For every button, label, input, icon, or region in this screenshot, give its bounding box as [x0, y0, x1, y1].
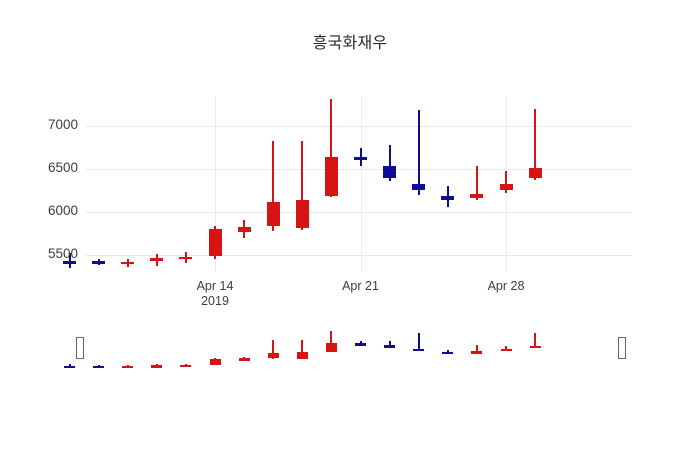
candle-body: [266, 202, 280, 227]
candle-wick: [272, 140, 275, 231]
candle-body: [208, 229, 222, 256]
page-title: 흥국화재우: [312, 35, 388, 52]
range-candle-body: [267, 353, 279, 359]
candle-body: [63, 260, 76, 265]
candle-body: [324, 156, 338, 197]
candle-body: [92, 260, 106, 265]
candle-body: [528, 168, 542, 179]
price-plot[interactable]: [63, 96, 632, 272]
range-candle-wick: [68, 363, 71, 368]
range-slider-handle-left[interactable]: [76, 337, 84, 359]
candle-body: [237, 227, 251, 232]
gridline-horizontal: [86, 126, 632, 128]
candle-body: [441, 196, 455, 200]
range-candle-body: [296, 352, 308, 359]
range-candle-wick: [388, 340, 391, 349]
range-candle-wick: [505, 346, 507, 351]
range-candle-body: [471, 351, 483, 354]
range-candle-body: [238, 358, 250, 361]
range-slider-handle-right[interactable]: [618, 337, 626, 359]
candle-body: [121, 261, 135, 265]
candle-body: [150, 258, 164, 261]
gridline-vertical: [360, 96, 362, 272]
range-candle-wick: [272, 339, 275, 360]
range-candle-body: [355, 343, 366, 346]
x-axis-tick-label: Apr 14 2019: [175, 279, 255, 308]
range-candle-body: [500, 348, 512, 352]
gridline-horizontal: [86, 211, 632, 213]
x-axis-tick-label: Apr 28: [487, 279, 525, 293]
range-candle-body: [529, 345, 541, 349]
candle-body: [499, 183, 513, 190]
candle-wick: [417, 109, 420, 195]
range-candle-wick: [301, 339, 304, 359]
y-axis-tick-label: 6000: [47, 202, 78, 218]
candle-wick: [505, 170, 507, 193]
range-candle-body: [151, 365, 163, 368]
x-axis-tick-year: 2019: [201, 294, 229, 308]
range-candle-wick: [330, 330, 333, 352]
range-slider[interactable]: [64, 326, 632, 376]
gridline-horizontal: [86, 254, 632, 256]
range-candle-wick: [534, 332, 537, 349]
y-axis-tick-label: 6500: [47, 159, 78, 175]
range-candle-body: [122, 365, 134, 369]
candle-wick: [68, 253, 71, 268]
range-candle-body: [209, 358, 221, 365]
candle-body: [412, 183, 426, 191]
gridline-vertical: [215, 96, 216, 272]
candle-wick: [534, 108, 537, 181]
candle-body: [295, 199, 309, 229]
candle-body: [179, 256, 193, 260]
candle-body: [383, 165, 397, 178]
gridline-horizontal: [86, 168, 632, 170]
range-candle-wick: [475, 345, 478, 353]
candle-body: [354, 156, 367, 160]
range-candle-body: [180, 364, 192, 368]
x-axis-tick-label: Apr 21: [342, 279, 379, 293]
candle-wick: [475, 166, 478, 200]
candle-wick: [388, 144, 391, 181]
candle-wick: [301, 140, 304, 230]
range-candle-body: [64, 365, 75, 369]
range-candle-body: [93, 365, 105, 369]
y-axis-tick-label: 7000: [47, 117, 78, 133]
y-axis-tick-label: 5500: [47, 245, 78, 261]
range-candle-body: [413, 348, 425, 352]
range-candle-body: [325, 343, 337, 352]
range-candle-wick: [417, 332, 420, 352]
candle-body: [470, 193, 484, 199]
candle-wick: [330, 98, 333, 198]
range-candle-body: [442, 351, 454, 355]
range-candle-body: [384, 345, 396, 348]
